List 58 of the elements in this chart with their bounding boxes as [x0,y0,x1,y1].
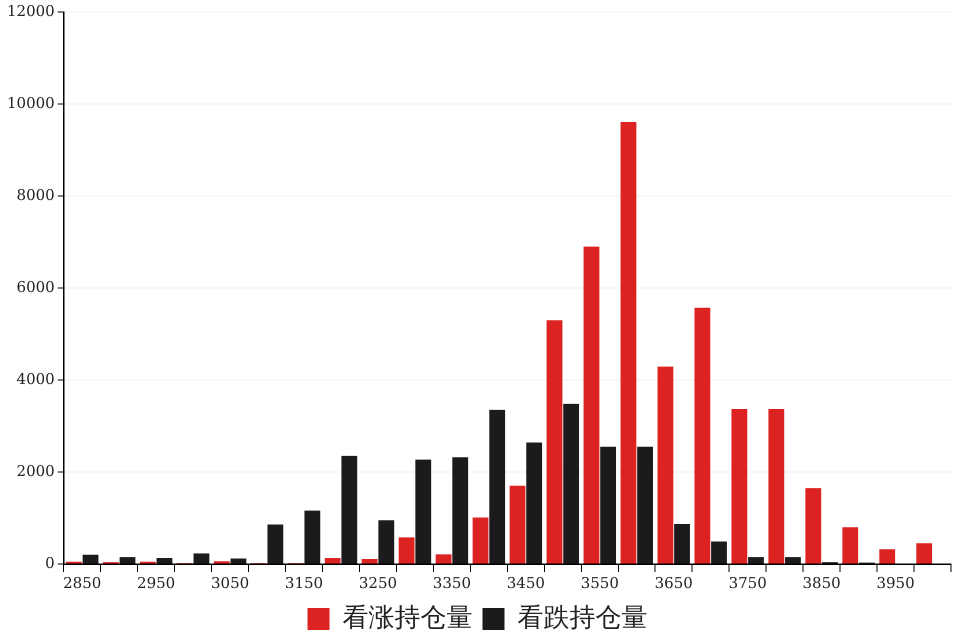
bar [378,520,394,564]
bar [341,456,358,564]
x-tick-label: 2950 [137,574,176,592]
bar [879,549,896,564]
bar [842,527,858,564]
x-tick-label: 3550 [580,574,619,592]
bar [658,366,674,564]
bar [415,460,432,564]
y-tick-label: 8000 [16,186,55,204]
x-tick-label: 3650 [654,574,693,592]
y-tick-label: 0 [45,554,55,572]
bar [916,543,932,564]
legend-label: 看跌持仓量 [518,602,648,633]
bar [731,408,748,564]
y-tick-label: 2000 [16,462,55,480]
bar [526,442,542,564]
x-tick-label: 3050 [210,574,250,592]
bar [600,446,616,564]
bar [563,404,580,564]
x-tick-label: 3150 [284,574,324,592]
y-tick-label: 6000 [16,278,55,296]
bar [748,557,764,564]
bar [156,558,172,564]
bar [324,558,341,564]
x-tick-label: 3950 [876,574,915,592]
bar [785,557,801,564]
bar [267,524,284,564]
bar [805,488,822,564]
x-tick-label: 3850 [802,574,841,592]
y-tick-label: 10000 [7,94,55,112]
bar [546,320,562,564]
x-tick-label: 2850 [63,574,102,592]
x-tick-label: 3750 [728,574,767,592]
bar [510,486,526,564]
bar [620,122,636,564]
y-tick-label: 4000 [16,370,55,388]
x-tick-label: 3450 [506,574,545,592]
bar [472,518,488,564]
bar [398,537,415,564]
bar [674,524,690,564]
bar [768,408,784,564]
bar [694,308,710,564]
bar [120,557,136,564]
bar [230,558,246,564]
bar [304,510,320,564]
bar [711,541,727,564]
bar [489,410,506,564]
y-tick-label: 12000 [7,2,55,20]
bar [362,558,378,564]
bar [637,446,653,564]
bar [452,457,468,564]
bar [436,554,452,564]
x-tick-label: 3250 [358,574,398,592]
x-tick-label: 3350 [432,574,471,592]
bar [194,553,210,564]
legend-label: 看涨持仓量 [342,602,472,633]
bar [584,246,600,564]
bar [82,554,98,564]
